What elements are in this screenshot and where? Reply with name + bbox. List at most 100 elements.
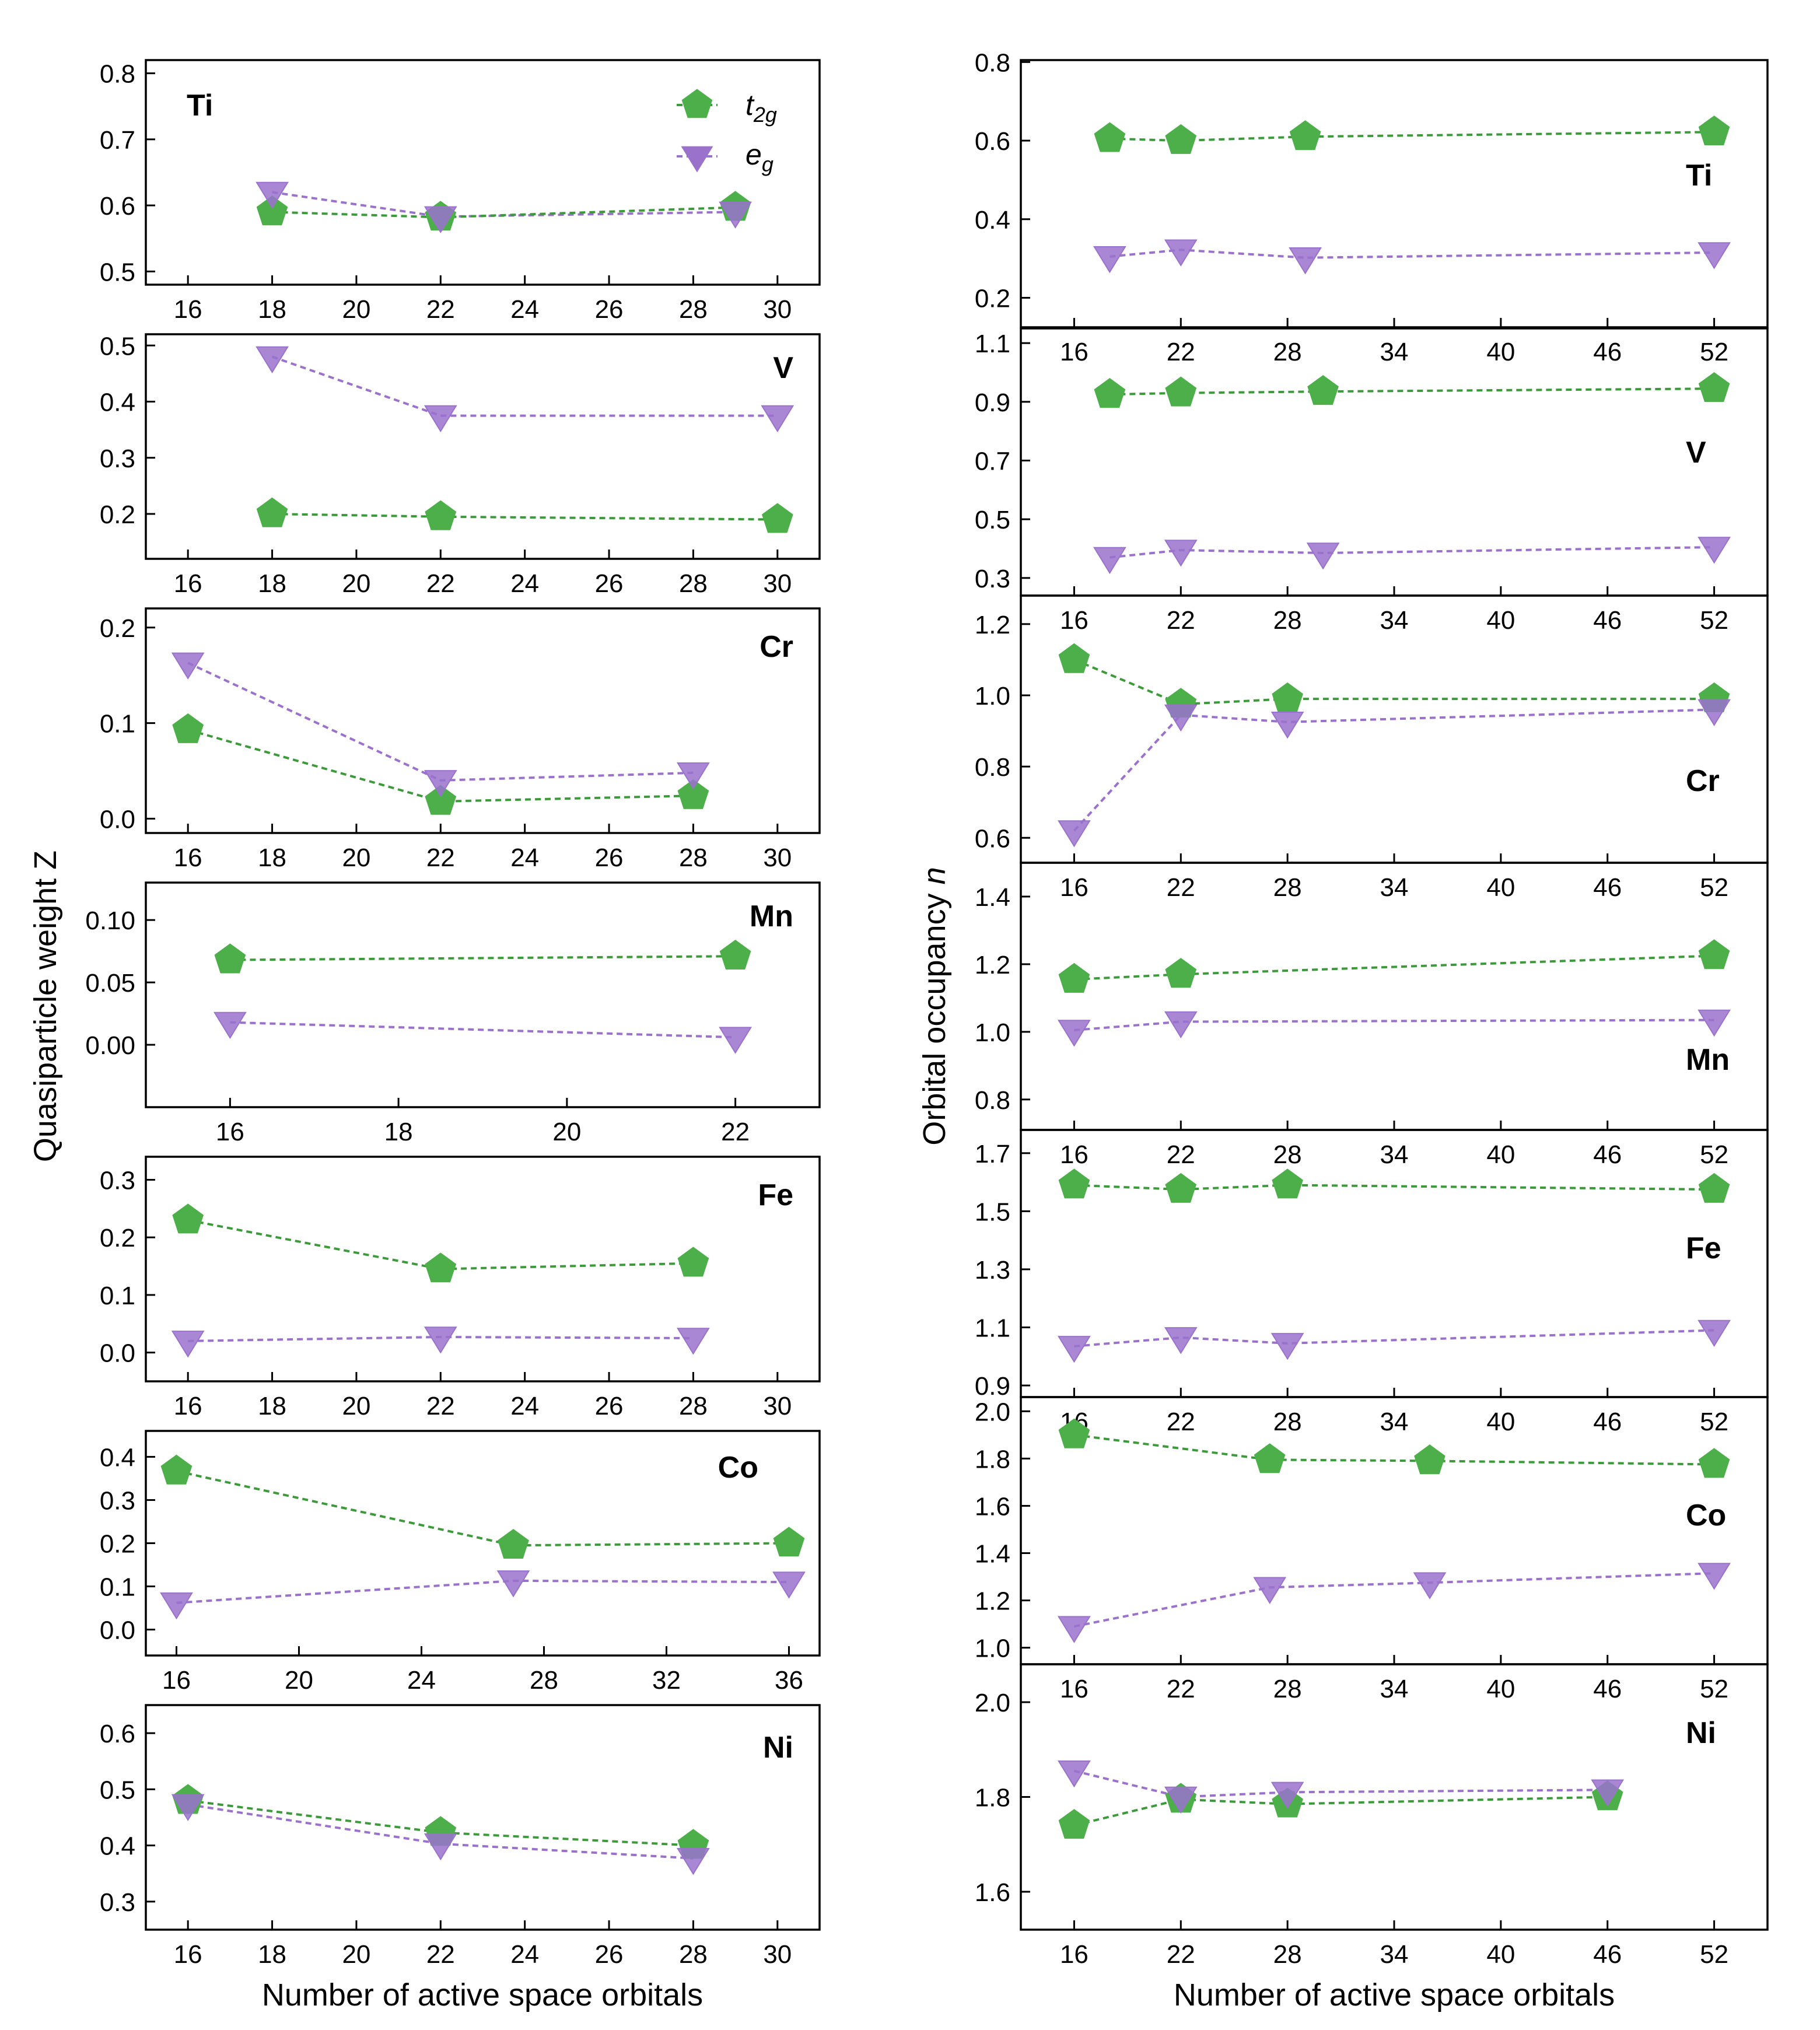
right-eg-point bbox=[1413, 1572, 1447, 1600]
right-y-tick-label: 1.4 bbox=[975, 883, 1010, 912]
right-y-tick-label: 1.0 bbox=[975, 1634, 1010, 1663]
left-eg-point bbox=[677, 762, 710, 790]
left-x-tick-label: 24 bbox=[510, 569, 539, 598]
left-t2g-series-line bbox=[176, 1469, 789, 1547]
legend: t2g eg bbox=[677, 89, 777, 176]
left-y-tick-label: 0.5 bbox=[100, 332, 135, 360]
right-panel-co: 16 22 28 34 40 46 52 1.0 1.2 1.4 1.6 1.8 2.0 Co bbox=[975, 1396, 1769, 1703]
right-x-tick-label: 22 bbox=[1167, 606, 1195, 635]
left-x-tick-label: 20 bbox=[342, 844, 370, 872]
right-y-tick-label: 0.8 bbox=[975, 48, 1010, 77]
left-t2g-series-line bbox=[187, 1799, 694, 1847]
right-eg-series-line bbox=[1074, 1329, 1714, 1348]
legend-eg-main: e bbox=[746, 138, 762, 171]
left-x-tick-label: 20 bbox=[285, 1666, 313, 1695]
left-x-tick-label: 26 bbox=[595, 295, 624, 324]
right-panel-frame bbox=[1020, 594, 1769, 864]
right-t2g-point bbox=[1094, 377, 1126, 408]
right-y-tick-label: 1.7 bbox=[975, 1140, 1010, 1168]
right-x-tick-label: 52 bbox=[1700, 1408, 1728, 1436]
left-panel-element-label: Fe bbox=[758, 1178, 793, 1212]
left-t2g-series-line bbox=[272, 206, 736, 219]
left-x-tick-label: 16 bbox=[216, 1118, 244, 1146]
right-eg-point bbox=[1270, 1782, 1304, 1809]
left-x-tick-label: 16 bbox=[174, 1392, 202, 1420]
left-eg-point bbox=[424, 206, 457, 233]
right-y-tick-label: 0.4 bbox=[975, 206, 1010, 235]
left-panel-element-label: Cr bbox=[760, 630, 793, 664]
left-x-tick-label: 24 bbox=[510, 1940, 539, 1969]
left-panel-frame bbox=[145, 881, 821, 1108]
right-x-tick-label: 46 bbox=[1593, 338, 1622, 366]
left-x-tick-label: 30 bbox=[763, 569, 792, 598]
left-x-tick-label: 20 bbox=[342, 1940, 370, 1969]
right-x-tick-label: 34 bbox=[1380, 606, 1409, 635]
right-eg-point bbox=[1698, 1009, 1731, 1037]
right-y-tick-label: 1.2 bbox=[975, 611, 1010, 639]
right-eg-point bbox=[1058, 820, 1091, 848]
right-t2g-point bbox=[1698, 939, 1730, 970]
left-eg-point bbox=[424, 1833, 457, 1861]
right-panel-element-label: Ti bbox=[1686, 159, 1712, 192]
right-t2g-point bbox=[1289, 120, 1321, 150]
left-panel-element-label: Co bbox=[718, 1451, 758, 1485]
right-eg-point bbox=[1591, 1779, 1625, 1807]
right-x-tick-label: 52 bbox=[1700, 606, 1728, 635]
right-y-tick-label: 0.8 bbox=[975, 1086, 1010, 1115]
right-eg-series-line bbox=[1110, 249, 1714, 259]
left-x-tick-label: 18 bbox=[258, 1940, 286, 1969]
right-x-tick-label: 52 bbox=[1700, 1140, 1728, 1169]
left-y-tick-label: 0.00 bbox=[85, 1031, 135, 1060]
right-y-tick-label: 2.0 bbox=[975, 1689, 1010, 1717]
right-t2g-point bbox=[1058, 963, 1090, 993]
left-x-tick-label: 22 bbox=[426, 295, 455, 324]
right-panel-element-label: Cr bbox=[1686, 764, 1720, 798]
right-column-panels: 16 22 28 34 40 46 52 0.2 0.4 0.6 0.8 Ti 16 22 28 34 40 46… bbox=[975, 48, 1769, 1969]
right-t2g-point bbox=[1414, 1444, 1446, 1475]
right-panel-frame bbox=[1020, 1129, 1769, 1398]
right-x-tick-label: 46 bbox=[1593, 1675, 1622, 1703]
left-t2g-point bbox=[160, 1454, 192, 1485]
left-x-tick-label: 26 bbox=[595, 1940, 624, 1969]
left-x-tick-label: 16 bbox=[174, 569, 202, 598]
left-eg-point bbox=[719, 1027, 752, 1054]
left-eg-series-line bbox=[176, 1579, 789, 1604]
left-y-tick-label: 0.8 bbox=[100, 60, 135, 89]
left-y-tick-label: 0.0 bbox=[100, 1616, 135, 1645]
right-t2g-point bbox=[1058, 1168, 1090, 1199]
right-y-tick-label: 0.7 bbox=[975, 447, 1010, 475]
right-eg-series-line bbox=[1073, 1769, 1608, 1798]
left-x-tick-label: 20 bbox=[342, 295, 370, 324]
right-t2g-point bbox=[1165, 1172, 1197, 1203]
left-x-tick-label: 16 bbox=[162, 1666, 191, 1695]
left-x-tick-label: 18 bbox=[384, 1118, 413, 1146]
right-panel-v: 16 22 28 34 40 46 52 0.3 0.5 0.7 0.9 1.1 V bbox=[975, 327, 1769, 635]
right-x-tick-label: 40 bbox=[1486, 1140, 1515, 1169]
left-y-tick-label: 0.0 bbox=[100, 1339, 135, 1368]
right-panel-element-label: Ni bbox=[1686, 1716, 1716, 1750]
left-panel-element-label: Ni bbox=[763, 1731, 793, 1765]
left-t2g-point bbox=[719, 939, 751, 970]
left-y-tick-label: 0.4 bbox=[100, 1832, 135, 1861]
right-x-tick-label: 28 bbox=[1273, 1940, 1302, 1969]
right-eg-point bbox=[1698, 1563, 1731, 1590]
right-eg-point bbox=[1306, 542, 1340, 570]
left-panel-ti: 16 18 20 22 24 26 28 30 0.5 0.6 0.7 0.8 Ti bbox=[100, 59, 821, 324]
right-x-tick-label: 28 bbox=[1273, 1140, 1302, 1169]
left-x-tick-label: 18 bbox=[258, 844, 286, 872]
right-eg-series-line bbox=[1110, 546, 1714, 559]
left-eg-point bbox=[171, 652, 205, 680]
left-t2g-series-line bbox=[230, 955, 736, 961]
right-panel-frame bbox=[1020, 1396, 1769, 1665]
right-t2g-point bbox=[1272, 1168, 1303, 1199]
right-eg-series-line bbox=[1073, 708, 1714, 832]
right-y-tick-label: 1.2 bbox=[975, 1587, 1010, 1616]
right-eg-point bbox=[1270, 712, 1304, 739]
right-x-tick-label: 34 bbox=[1380, 1140, 1409, 1169]
left-y-axis-label: Quasiparticle weight Z bbox=[28, 850, 63, 1162]
left-x-tick-label: 30 bbox=[763, 1940, 792, 1969]
left-x-axis-label: Number of active space orbitals bbox=[262, 1978, 703, 2013]
right-panel-element-label: V bbox=[1686, 436, 1706, 470]
legend-t2g-main: t bbox=[746, 89, 755, 121]
right-y-tick-label: 1.8 bbox=[975, 1445, 1010, 1474]
